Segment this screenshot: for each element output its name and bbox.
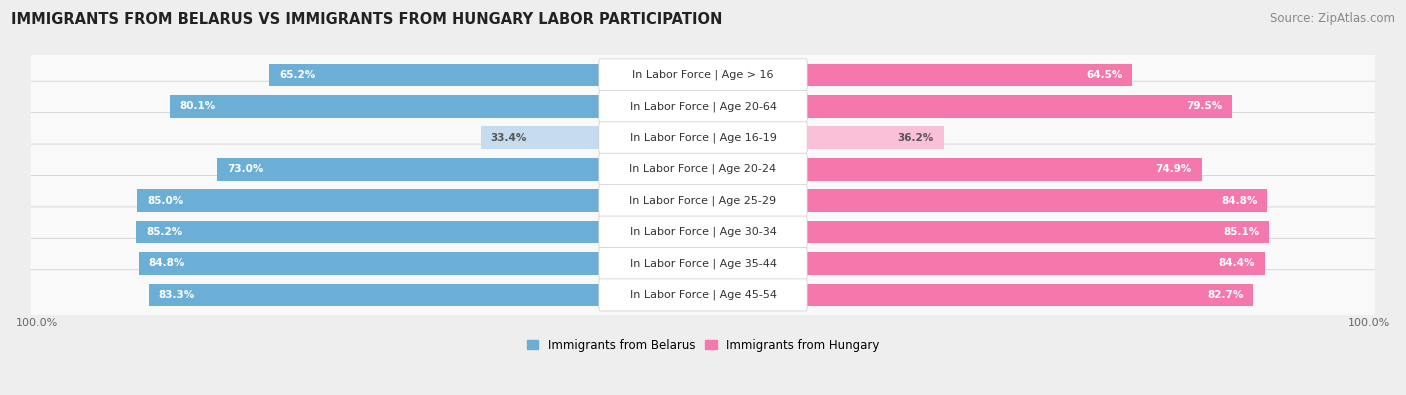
Bar bbox=[139, 252, 600, 275]
Text: Source: ZipAtlas.com: Source: ZipAtlas.com bbox=[1270, 12, 1395, 25]
Text: 85.0%: 85.0% bbox=[148, 196, 183, 206]
FancyBboxPatch shape bbox=[28, 175, 1378, 226]
Text: 36.2%: 36.2% bbox=[897, 133, 934, 143]
Text: 33.4%: 33.4% bbox=[491, 133, 527, 143]
Text: In Labor Force | Age 35-44: In Labor Force | Age 35-44 bbox=[630, 258, 776, 269]
Text: 85.2%: 85.2% bbox=[146, 227, 183, 237]
Bar bbox=[138, 189, 600, 212]
Bar bbox=[481, 126, 600, 149]
FancyBboxPatch shape bbox=[28, 238, 1378, 289]
Text: 85.1%: 85.1% bbox=[1223, 227, 1260, 237]
FancyBboxPatch shape bbox=[28, 81, 1378, 132]
Text: 83.3%: 83.3% bbox=[159, 290, 195, 300]
Text: In Labor Force | Age 30-34: In Labor Force | Age 30-34 bbox=[630, 227, 776, 237]
FancyBboxPatch shape bbox=[28, 270, 1378, 320]
Text: In Labor Force | Age > 16: In Labor Force | Age > 16 bbox=[633, 70, 773, 80]
Text: 84.8%: 84.8% bbox=[149, 258, 186, 269]
FancyBboxPatch shape bbox=[599, 216, 807, 248]
Bar bbox=[806, 158, 1202, 181]
Bar bbox=[806, 252, 1265, 275]
FancyBboxPatch shape bbox=[599, 90, 807, 122]
Bar bbox=[149, 284, 600, 306]
FancyBboxPatch shape bbox=[599, 248, 807, 280]
FancyBboxPatch shape bbox=[28, 113, 1378, 163]
FancyBboxPatch shape bbox=[599, 184, 807, 217]
FancyBboxPatch shape bbox=[28, 207, 1378, 257]
Bar bbox=[806, 221, 1270, 243]
Text: In Labor Force | Age 16-19: In Labor Force | Age 16-19 bbox=[630, 133, 776, 143]
FancyBboxPatch shape bbox=[28, 144, 1378, 194]
Text: 74.9%: 74.9% bbox=[1156, 164, 1191, 174]
Bar bbox=[806, 126, 943, 149]
Bar bbox=[806, 284, 1254, 306]
FancyBboxPatch shape bbox=[599, 279, 807, 311]
Bar bbox=[170, 95, 600, 118]
Text: 84.8%: 84.8% bbox=[1220, 196, 1257, 206]
Bar bbox=[217, 158, 600, 181]
Text: 82.7%: 82.7% bbox=[1208, 290, 1243, 300]
Legend: Immigrants from Belarus, Immigrants from Hungary: Immigrants from Belarus, Immigrants from… bbox=[522, 334, 884, 356]
FancyBboxPatch shape bbox=[599, 122, 807, 154]
Text: 65.2%: 65.2% bbox=[278, 70, 315, 80]
Text: In Labor Force | Age 45-54: In Labor Force | Age 45-54 bbox=[630, 290, 776, 300]
Text: In Labor Force | Age 25-29: In Labor Force | Age 25-29 bbox=[630, 196, 776, 206]
Text: IMMIGRANTS FROM BELARUS VS IMMIGRANTS FROM HUNGARY LABOR PARTICIPATION: IMMIGRANTS FROM BELARUS VS IMMIGRANTS FR… bbox=[11, 12, 723, 27]
Text: In Labor Force | Age 20-64: In Labor Force | Age 20-64 bbox=[630, 101, 776, 112]
Bar bbox=[806, 189, 1267, 212]
Text: 73.0%: 73.0% bbox=[228, 164, 263, 174]
Text: 64.5%: 64.5% bbox=[1085, 70, 1122, 80]
FancyBboxPatch shape bbox=[599, 59, 807, 91]
Bar bbox=[269, 64, 600, 86]
Bar bbox=[806, 95, 1232, 118]
Text: In Labor Force | Age 20-24: In Labor Force | Age 20-24 bbox=[630, 164, 776, 175]
FancyBboxPatch shape bbox=[28, 50, 1378, 100]
Bar bbox=[806, 64, 1132, 86]
Bar bbox=[136, 221, 600, 243]
Text: 80.1%: 80.1% bbox=[180, 102, 217, 111]
FancyBboxPatch shape bbox=[599, 153, 807, 185]
Text: 84.4%: 84.4% bbox=[1218, 258, 1254, 269]
Text: 79.5%: 79.5% bbox=[1185, 102, 1222, 111]
